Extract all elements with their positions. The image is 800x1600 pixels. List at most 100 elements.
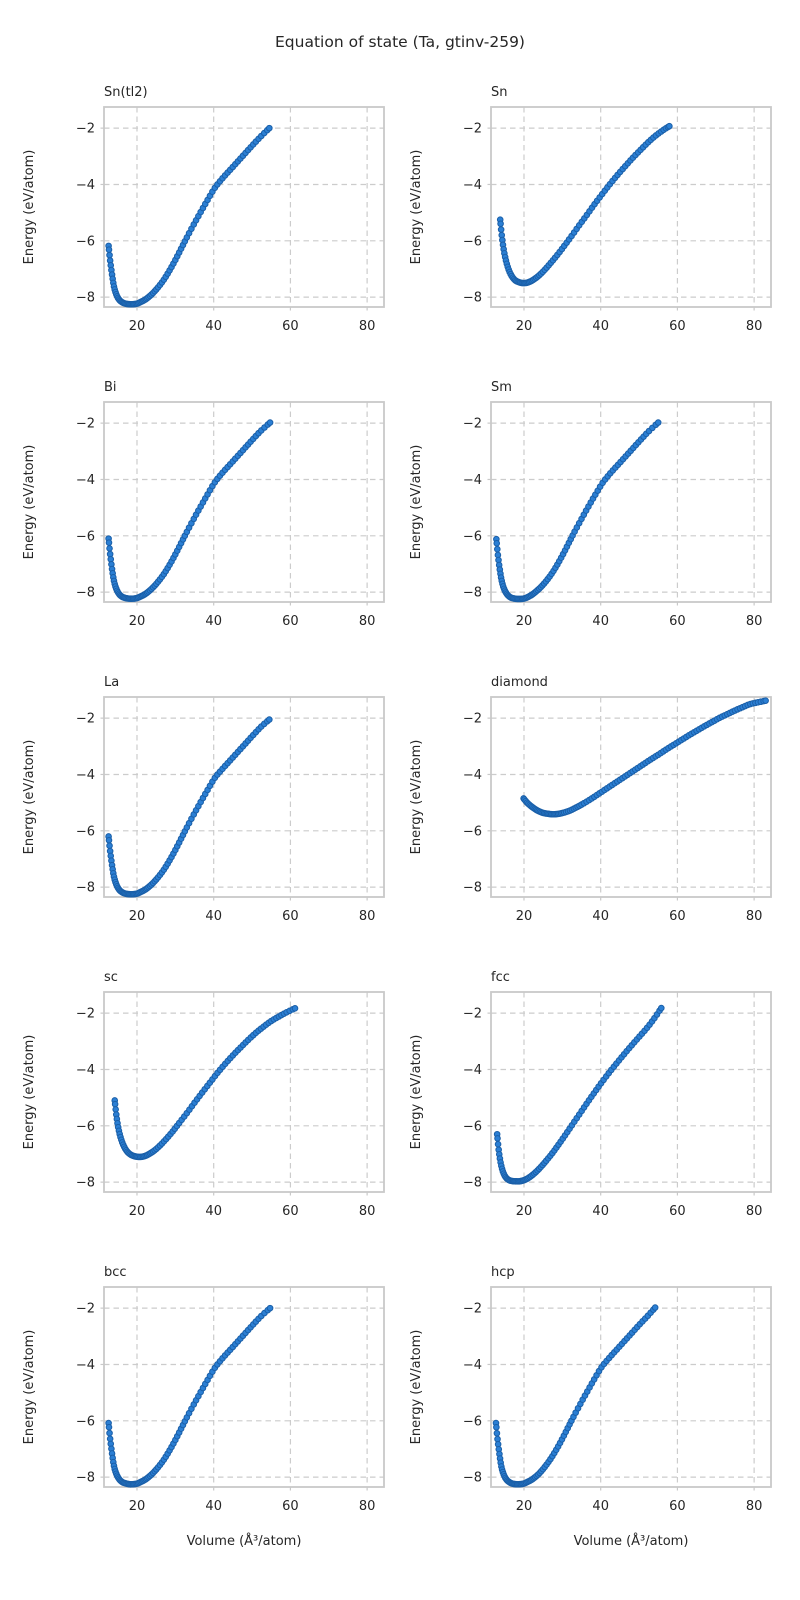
panel-label: Sn(tl2) [104,85,148,100]
data-point [106,1429,113,1437]
y-tick-label: −2 [463,1007,482,1022]
data-point [266,124,273,132]
x-tick-label: 80 [359,1499,376,1514]
data-point [493,1423,500,1431]
data-point [497,220,504,228]
data-point [111,1100,119,1108]
y-tick-label: −8 [463,291,482,306]
y-tick-label: −2 [76,712,95,727]
x-tick-label: 60 [282,1499,299,1514]
subplot-sm: 20 40 60 80 −2 −4 −6 −8 Sm Energy (eV/atom) [400,365,800,660]
x-axis-label: Volume (Å³/atom) [187,1533,302,1549]
x-tick-label: 80 [359,614,376,629]
x-tick-label: 60 [282,319,299,334]
y-axis-label: Energy (eV/atom) [22,150,37,265]
x-tick-label: 80 [746,1499,763,1514]
y-tick-label: −2 [76,122,95,137]
panel-label: bcc [104,1265,127,1280]
y-tick-label: −8 [76,1176,95,1191]
subplot-hcp: 20 40 60 80 −2 −4 −6 −8 hcp Energy (eV/atom) Volum… [400,1250,800,1600]
y-tick-label: −6 [463,234,482,249]
subplot-grid: 20 40 60 80 −2 −4 −6 −8 Sn(tl2) Energy (eV/atom) 2… [0,70,800,1600]
eos-curve [111,1005,299,1161]
plot-canvas-sn-tl2: 20 40 60 80 −2 −4 −6 −8 Sn(tl2) Energy (eV/atom) [22,85,385,334]
eos-curve [105,1304,274,1488]
data-point [291,1005,299,1012]
y-tick-label: −2 [463,122,482,137]
data-point [266,1304,274,1312]
x-tick-label: 20 [129,319,146,334]
eos-curve [105,419,274,602]
data-point [497,226,505,233]
panel-label: hcp [491,1265,515,1280]
y-tick-label: −8 [463,1176,482,1191]
data-point [666,122,673,130]
data-point [494,1135,501,1142]
y-axis-label: Energy (eV/atom) [22,1035,37,1150]
data-point [493,1429,501,1437]
y-tick-label: −6 [76,529,95,544]
plot-canvas-sc: 20 40 60 80 −2 −4 −6 −8 sc Energy (eV/atom) [22,970,385,1219]
data-point [494,545,501,553]
data-point [266,419,274,426]
data-point [106,251,113,259]
subplot-diamond: 20 40 60 80 −2 −4 −6 −8 diamond Energy (eV/atom) [400,660,800,955]
y-tick-label: −2 [76,1302,95,1317]
x-tick-label: 40 [592,614,609,629]
y-tick-label: −4 [76,178,95,193]
eos-curve [493,419,662,603]
plot-canvas-bi: 20 40 60 80 −2 −4 −6 −8 Bi Energy (eV/atom) [22,380,385,629]
plot-frame [103,1286,385,1488]
y-tick-label: −6 [463,529,482,544]
x-tick-label: 20 [516,1499,533,1514]
x-tick-label: 20 [129,1499,146,1514]
y-tick-label: −2 [463,712,482,727]
x-tick-label: 60 [282,909,299,924]
y-tick-label: −8 [76,1471,95,1486]
y-tick-label: −2 [463,1302,482,1317]
y-tick-label: −8 [463,1471,482,1486]
data-point [654,419,662,426]
x-tick-label: 40 [592,1499,609,1514]
y-tick-label: −8 [76,586,95,601]
data-point [106,545,113,552]
y-tick-label: −2 [76,1007,95,1022]
y-tick-label: −6 [463,1119,482,1134]
x-tick-label: 60 [669,319,686,334]
data-point [105,246,113,253]
eos-curve [493,1004,665,1185]
plot-canvas-diamond: 20 40 60 80 −2 −4 −6 −8 diamond Energy (eV/atom) [409,675,772,924]
data-point [493,540,501,547]
y-axis-label: Energy (eV/atom) [409,1035,424,1150]
x-tick-label: 80 [746,1204,763,1219]
data-point [762,697,769,704]
y-tick-label: −8 [76,881,95,896]
y-axis-label: Energy (eV/atom) [409,1330,424,1445]
x-tick-label: 40 [205,1499,222,1514]
plot-frame [490,696,772,898]
x-tick-label: 60 [282,614,299,629]
x-tick-label: 20 [516,614,533,629]
plot-canvas-fcc: 20 40 60 80 −2 −4 −6 −8 fcc Energy (eV/atom) [409,970,772,1219]
eos-curve [105,124,273,308]
data-point [494,1140,502,1148]
subplot-bcc: 20 40 60 80 −2 −4 −6 −8 bcc Energy (eV/atom) Volum… [0,1250,400,1600]
y-tick-label: −8 [463,586,482,601]
data-point [106,842,113,849]
x-tick-label: 20 [129,614,146,629]
x-tick-label: 80 [746,614,763,629]
subplot-fcc: 20 40 60 80 −2 −4 −6 −8 fcc Energy (eV/atom) [400,955,800,1250]
y-axis-label: Energy (eV/atom) [22,740,37,855]
panel-label: sc [104,970,118,985]
x-tick-label: 60 [669,614,686,629]
x-tick-label: 40 [205,319,222,334]
x-tick-label: 60 [669,1499,686,1514]
plot-frame [103,696,385,898]
y-axis-label: Energy (eV/atom) [22,445,37,560]
y-tick-label: −4 [463,1063,482,1078]
subplot-la: 20 40 60 80 −2 −4 −6 −8 La Energy (eV/atom) [0,660,400,955]
x-tick-label: 40 [205,614,222,629]
panel-label: La [104,675,119,690]
x-tick-label: 60 [669,909,686,924]
